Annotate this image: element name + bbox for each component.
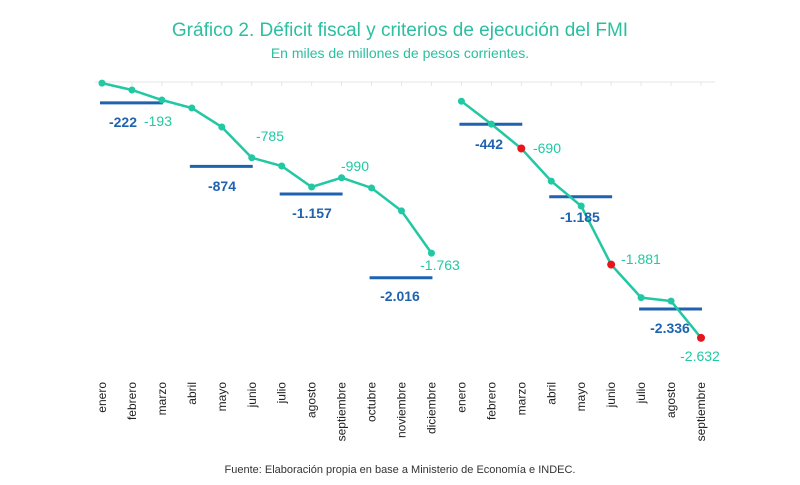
data-point — [188, 104, 196, 112]
x-tick-label: septiembre — [335, 382, 349, 442]
target-label: -442 — [475, 136, 503, 152]
target-label: -1.157 — [292, 205, 332, 221]
series-line — [101, 81, 433, 254]
x-tick-label: junio — [245, 382, 259, 409]
data-point — [667, 297, 675, 305]
chart-subtitle: En miles de millones de pesos corrientes… — [270, 45, 530, 61]
data-point — [517, 144, 526, 153]
data-point — [338, 174, 346, 182]
target-label: -222 — [109, 114, 137, 130]
data-label: -990 — [341, 158, 369, 174]
data-point — [637, 294, 645, 302]
x-tick-label: agosto — [305, 382, 319, 418]
x-tick-label: septiembre — [694, 382, 708, 442]
data-point — [308, 183, 316, 191]
x-tick-label: abril — [185, 382, 199, 405]
x-tick-label: julio — [275, 382, 289, 405]
data-point — [98, 79, 106, 87]
data-point — [547, 177, 555, 185]
x-tick-label: agosto — [664, 382, 678, 418]
x-tick-label: noviembre — [395, 382, 409, 438]
target-label: -874 — [208, 178, 236, 194]
data-point — [158, 96, 166, 104]
x-tick-label: diciembre — [424, 382, 438, 434]
source-note: Fuente: Elaboración propia en base a Min… — [224, 464, 576, 476]
x-tick-label: febrero — [125, 382, 139, 420]
x-tick-label: marzo — [155, 382, 169, 416]
data-point — [128, 86, 136, 94]
x-tick-label: marzo — [514, 382, 528, 416]
data-point — [248, 154, 256, 162]
data-point — [218, 123, 226, 131]
data-point — [577, 202, 585, 210]
data-point — [398, 207, 405, 215]
x-tick-label: enero — [454, 382, 468, 413]
x-tick-label: abril — [544, 382, 558, 405]
target-label: -2.336 — [650, 320, 690, 336]
data-label: -1.763 — [420, 257, 460, 273]
x-tick-label: febrero — [484, 382, 498, 420]
data-point — [697, 333, 705, 342]
data-label: -785 — [256, 128, 284, 144]
x-tick-label: junio — [604, 382, 618, 409]
data-label: -193 — [144, 113, 172, 129]
x-tick-label: mayo — [215, 382, 229, 412]
x-tick-label: octubre — [365, 382, 379, 422]
x-tick-label: enero — [95, 382, 109, 413]
data-label: -1.881 — [621, 251, 661, 267]
chart-title: Gráfico 2. Déficit fiscal y criterios de… — [171, 20, 629, 41]
x-tick-label: mayo — [574, 382, 588, 412]
data-point — [427, 249, 435, 257]
data-point — [487, 120, 495, 128]
data-label: -2.632 — [680, 348, 720, 364]
x-tick-label: julio — [634, 382, 648, 405]
target-label: -1.185 — [560, 209, 600, 225]
data-label: -690 — [533, 140, 561, 156]
data-point — [457, 97, 465, 105]
target-label: -2.016 — [380, 288, 420, 304]
data-point — [607, 260, 616, 269]
data-point — [278, 162, 286, 170]
data-point — [368, 184, 376, 192]
